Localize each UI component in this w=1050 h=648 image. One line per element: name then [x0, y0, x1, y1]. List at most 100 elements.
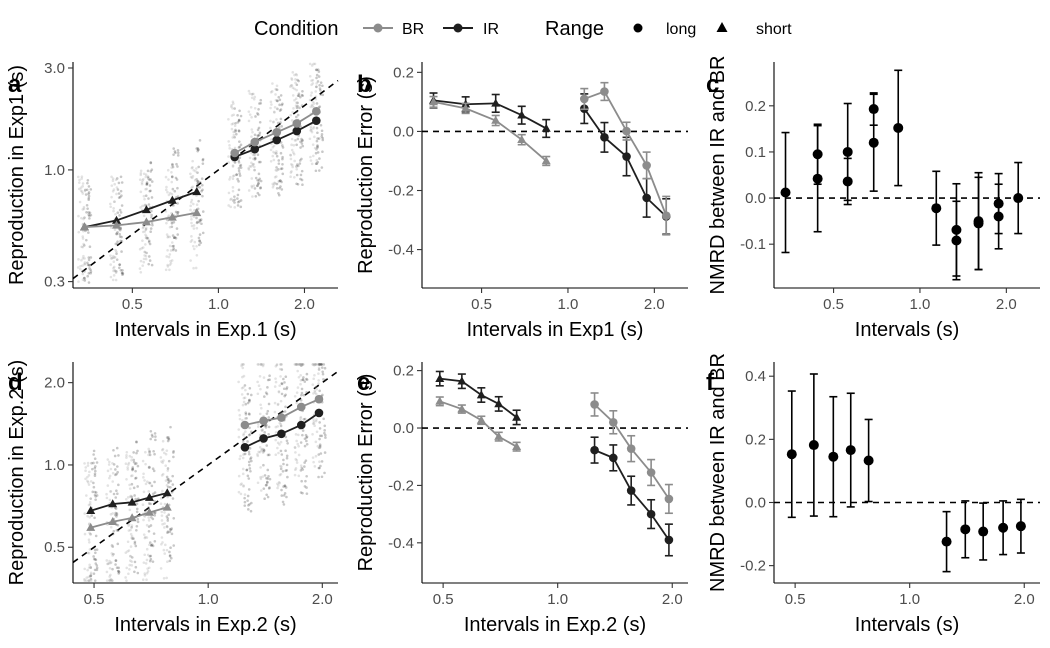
raw-trial-dot	[87, 211, 91, 214]
y-tick-label-c: -0.1	[740, 236, 766, 253]
raw-trial-dot	[150, 168, 154, 171]
raw-trial-dot	[162, 459, 165, 462]
raw-trial-dot	[274, 364, 278, 368]
raw-trial-dot	[147, 519, 151, 522]
x-tick-label-c: 2.0	[996, 296, 1017, 313]
raw-trial-dot	[110, 561, 113, 564]
raw-trial-dot	[238, 145, 242, 149]
raw-trial-dot	[284, 393, 287, 397]
raw-trial-dot	[190, 217, 193, 221]
raw-trial-dot	[165, 185, 168, 189]
raw-trial-dot	[130, 482, 134, 486]
raw-trial-dot	[281, 157, 284, 161]
raw-trial-dot	[278, 179, 282, 182]
raw-trial-dot	[109, 573, 112, 577]
raw-trial-dot	[257, 179, 261, 182]
raw-trial-dot	[255, 184, 259, 188]
point-ir-long	[608, 453, 618, 463]
raw-trial-dot	[94, 469, 97, 473]
raw-trial-dot	[108, 566, 112, 570]
raw-trial-dot	[302, 417, 306, 421]
raw-trial-dot	[167, 193, 171, 197]
raw-trial-dot	[293, 473, 297, 477]
raw-trial-dot	[313, 62, 317, 66]
raw-trial-dot	[318, 443, 322, 446]
raw-trial-dot	[256, 453, 259, 456]
raw-trial-dot	[109, 254, 112, 257]
raw-trial-dot	[159, 456, 163, 459]
nmrd-point	[863, 455, 874, 466]
raw-trial-dot	[112, 188, 116, 191]
raw-trial-dot	[264, 426, 268, 429]
raw-trial-dot	[116, 542, 120, 546]
raw-trial-dot	[195, 244, 198, 248]
raw-trial-dot	[295, 106, 299, 110]
raw-trial-dot	[298, 162, 302, 165]
raw-trial-dot	[134, 476, 138, 480]
raw-trial-dot	[167, 437, 171, 441]
y-axis-title-c: NMRD between IR and BR	[707, 56, 729, 295]
raw-trial-dot	[125, 579, 128, 582]
raw-trial-dot	[173, 189, 177, 193]
point-ir-short	[86, 506, 96, 515]
raw-trial-dot	[200, 222, 203, 226]
raw-trial-dot	[114, 178, 118, 182]
raw-trial-dot	[113, 269, 117, 273]
raw-trial-dot	[189, 204, 192, 208]
raw-trial-dot	[161, 447, 165, 451]
raw-trial-dot	[87, 566, 91, 569]
raw-trial-dot	[280, 392, 284, 396]
raw-trial-dot	[147, 255, 151, 258]
raw-trial-dot	[170, 219, 173, 223]
raw-trial-dot	[312, 363, 316, 367]
raw-trial-dot	[126, 468, 130, 471]
raw-trial-dot	[200, 189, 203, 193]
raw-trial-dot	[116, 569, 120, 573]
legend-long-label: long	[666, 21, 696, 38]
raw-trial-dot	[252, 184, 256, 188]
raw-trial-dot	[324, 436, 327, 439]
raw-trial-dot	[146, 567, 149, 570]
raw-trial-dot	[259, 179, 263, 183]
raw-trial-dot	[275, 363, 279, 366]
raw-trial-dot	[132, 458, 136, 462]
raw-trial-dot	[234, 129, 238, 133]
raw-trial-dot	[148, 554, 152, 558]
raw-trial-dot	[192, 202, 195, 206]
raw-trial-dot	[148, 259, 152, 262]
raw-trial-dot	[94, 491, 98, 494]
raw-trial-dot	[114, 563, 117, 566]
raw-trial-dot	[114, 242, 118, 245]
raw-trial-dot	[87, 185, 91, 188]
raw-trial-dot	[283, 492, 287, 495]
raw-trial-dot	[141, 578, 145, 582]
raw-trial-dot	[317, 466, 321, 470]
raw-trial-dot	[313, 391, 317, 394]
raw-trial-dot	[281, 144, 284, 147]
raw-trial-dot	[314, 385, 318, 389]
raw-trial-dot	[314, 392, 318, 396]
raw-trial-dot	[129, 495, 132, 498]
raw-trial-dot	[305, 435, 309, 439]
raw-trial-dot	[117, 196, 121, 199]
raw-trial-dot	[261, 447, 264, 451]
raw-trial-dot	[166, 235, 170, 239]
raw-trial-dot	[88, 515, 92, 519]
point-br-short	[512, 441, 522, 450]
raw-trial-dot	[310, 91, 314, 94]
raw-trial-dot	[142, 225, 145, 229]
raw-trial-dot	[240, 386, 244, 390]
raw-trial-dot	[128, 487, 132, 490]
raw-trial-dot	[242, 432, 246, 436]
raw-trial-dot	[149, 524, 153, 527]
raw-trial-dot	[140, 181, 144, 184]
raw-trial-dot	[293, 87, 296, 91]
y-axis-title-b: Reproduction Error (s)	[355, 76, 377, 274]
raw-trial-dot	[126, 496, 130, 499]
point-br-short	[491, 115, 501, 124]
raw-trial-dot	[251, 153, 255, 157]
raw-trial-dot	[296, 78, 299, 82]
raw-trial-dot	[149, 230, 152, 234]
raw-trial-dot	[269, 100, 273, 104]
point-br-short	[192, 208, 202, 217]
